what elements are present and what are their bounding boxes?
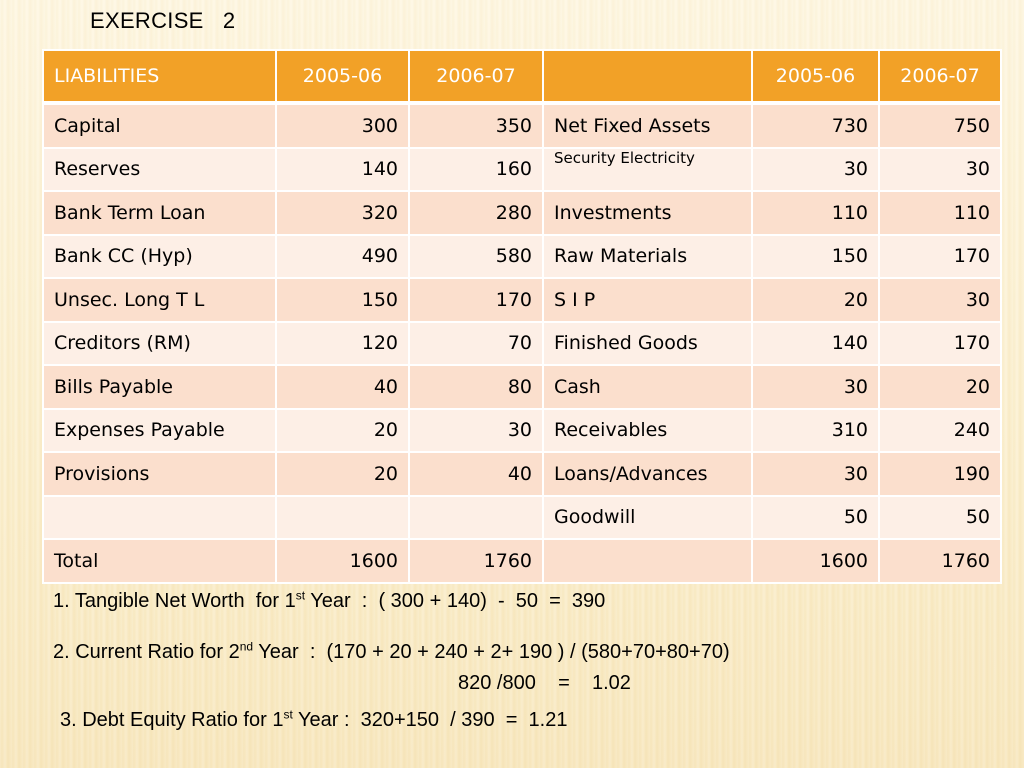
asset-value-2005-06: 730 xyxy=(751,102,880,149)
liability-name: Capital xyxy=(42,102,277,149)
table-row-total: Total 1600 1760 1600 1760 xyxy=(42,538,1002,584)
asset-name: Investments xyxy=(542,190,753,236)
asset-name: Finished Goods xyxy=(542,320,753,366)
table-row: Expenses Payable 20 30 Receivables 310 2… xyxy=(42,407,1002,453)
liability-value-2005-06: 20 xyxy=(275,451,410,497)
table-row: Provisions 20 40 Loans/Advances 30 190 xyxy=(42,451,1002,497)
asset-name: Net Fixed Assets xyxy=(542,102,753,149)
liability-value-2005-06: 40 xyxy=(275,364,410,410)
asset-name: Receivables xyxy=(542,407,753,453)
note-text: Year : ( 300 + 140) - 50 = 390 xyxy=(305,590,606,612)
asset-value-2006-07: 110 xyxy=(878,190,1002,236)
asset-value-2006-07: 50 xyxy=(878,494,1002,540)
header-year-2005-06: 2005-06 xyxy=(275,49,410,105)
ordinal-suffix: st xyxy=(295,588,306,603)
liability-value-2005-06: 320 xyxy=(275,190,410,236)
asset-total-label xyxy=(542,538,753,584)
asset-name: Security Electricity xyxy=(542,146,753,192)
liability-value-2005-06 xyxy=(275,494,410,540)
asset-value-2006-07: 170 xyxy=(878,233,1002,279)
table-row: Reserves 140 160 Security Electricity 30… xyxy=(42,146,1002,192)
table-row: Bank Term Loan 320 280 Investments 110 1… xyxy=(42,190,1002,236)
liability-value-2006-07: 170 xyxy=(408,277,544,323)
asset-value-2006-07: 240 xyxy=(878,407,1002,453)
table-row: Capital 300 350 Net Fixed Assets 730 750 xyxy=(42,102,1002,149)
liability-total-2005-06: 1600 xyxy=(275,538,410,584)
header-year-2006-07: 2006-07 xyxy=(878,49,1002,105)
liability-value-2006-07 xyxy=(408,494,544,540)
asset-value-2005-06: 20 xyxy=(751,277,880,323)
asset-name: Loans/Advances xyxy=(542,451,753,497)
liability-value-2005-06: 490 xyxy=(275,233,410,279)
liability-value-2005-06: 120 xyxy=(275,320,410,366)
liability-value-2006-07: 80 xyxy=(408,364,544,410)
liability-name xyxy=(42,494,277,540)
asset-value-2006-07: 30 xyxy=(878,277,1002,323)
liability-name: Unsec. Long T L xyxy=(42,277,277,323)
liability-value-2006-07: 280 xyxy=(408,190,544,236)
asset-name: S I P xyxy=(542,277,753,323)
asset-value-2006-07: 750 xyxy=(878,102,1002,149)
liability-name: Bank Term Loan xyxy=(42,190,277,236)
note-current-ratio-result: 820 /800 = 1.02 xyxy=(458,672,631,694)
liability-name: Expenses Payable xyxy=(42,407,277,453)
asset-value-2006-07: 170 xyxy=(878,320,1002,366)
header-year-2005-06: 2005-06 xyxy=(751,49,880,105)
asset-value-2005-06: 140 xyxy=(751,320,880,366)
note-text: 3. Debt Equity Ratio for 1 xyxy=(60,709,284,731)
asset-total-2005-06: 1600 xyxy=(751,538,880,584)
table-row: Bills Payable 40 80 Cash 30 20 xyxy=(42,364,1002,410)
liability-name: Bills Payable xyxy=(42,364,277,410)
liability-value-2006-07: 30 xyxy=(408,407,544,453)
asset-value-2006-07: 190 xyxy=(878,451,1002,497)
asset-value-2005-06: 30 xyxy=(751,146,880,192)
note-text: Year : 320+150 / 390 = 1.21 xyxy=(292,709,568,731)
asset-value-2006-07: 30 xyxy=(878,146,1002,192)
asset-value-2005-06: 30 xyxy=(751,364,880,410)
asset-value-2005-06: 150 xyxy=(751,233,880,279)
balance-sheet-table: LIABILITIES 2005-06 2006-07 2005-06 2006… xyxy=(42,49,1002,584)
note-text: 2. Current Ratio for 2 xyxy=(53,641,240,663)
liability-name: Provisions xyxy=(42,451,277,497)
note-debt-equity-ratio: 3. Debt Equity Ratio for 1st Year : 320+… xyxy=(60,707,568,732)
asset-value-2005-06: 50 xyxy=(751,494,880,540)
asset-value-2005-06: 30 xyxy=(751,451,880,497)
table-row: Bank CC (Hyp) 490 580 Raw Materials 150 … xyxy=(42,233,1002,279)
asset-value-2005-06: 110 xyxy=(751,190,880,236)
liability-total-2006-07: 1760 xyxy=(408,538,544,584)
ordinal-suffix: st xyxy=(283,707,293,722)
table-row: Goodwill 50 50 xyxy=(42,494,1002,540)
asset-name: Raw Materials xyxy=(542,233,753,279)
liability-value-2005-06: 300 xyxy=(275,102,410,149)
asset-name: Goodwill xyxy=(542,494,753,540)
liability-value-2005-06: 140 xyxy=(275,146,410,192)
liability-value-2005-06: 150 xyxy=(275,277,410,323)
ordinal-suffix: nd xyxy=(239,639,254,654)
liability-name: Creditors (RM) xyxy=(42,320,277,366)
liability-value-2006-07: 70 xyxy=(408,320,544,366)
table-header-row: LIABILITIES 2005-06 2006-07 2005-06 2006… xyxy=(42,49,1002,105)
table-row: Unsec. Long T L 150 170 S I P 20 30 xyxy=(42,277,1002,323)
asset-value-2006-07: 20 xyxy=(878,364,1002,410)
asset-value-2005-06: 310 xyxy=(751,407,880,453)
note-current-ratio: 2. Current Ratio for 2nd Year : (170 + 2… xyxy=(53,639,730,664)
note-text: Year : (170 + 20 + 240 + 2+ 190 ) / (580… xyxy=(253,641,730,663)
note-tangible-net-worth: 1. Tangible Net Worth for 1st Year : ( 3… xyxy=(53,588,606,613)
header-assets xyxy=(542,49,753,105)
asset-name: Cash xyxy=(542,364,753,410)
note-text: 1. Tangible Net Worth for 1 xyxy=(53,590,296,612)
slide-title: EXERCISE 2 xyxy=(90,8,236,33)
liability-value-2006-07: 580 xyxy=(408,233,544,279)
header-liabilities: LIABILITIES xyxy=(42,49,277,105)
liability-value-2006-07: 350 xyxy=(408,102,544,149)
liability-name: Reserves xyxy=(42,146,277,192)
total-label: Total xyxy=(42,538,277,584)
liability-value-2006-07: 160 xyxy=(408,146,544,192)
liability-name: Bank CC (Hyp) xyxy=(42,233,277,279)
asset-total-2006-07: 1760 xyxy=(878,538,1002,584)
liability-value-2005-06: 20 xyxy=(275,407,410,453)
liability-value-2006-07: 40 xyxy=(408,451,544,497)
header-year-2006-07: 2006-07 xyxy=(408,49,544,105)
table-row: Creditors (RM) 120 70 Finished Goods 140… xyxy=(42,320,1002,366)
